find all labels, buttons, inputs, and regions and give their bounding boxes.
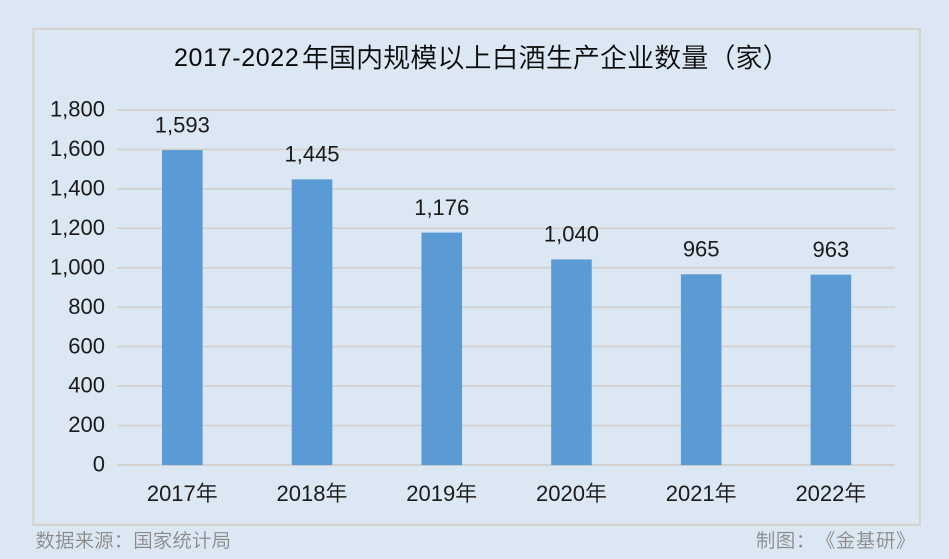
svg-text:1,040: 1,040 <box>544 222 599 247</box>
svg-text:2021: 2021 <box>666 481 715 506</box>
svg-text:2022: 2022 <box>795 481 844 506</box>
svg-text:2018: 2018 <box>277 481 326 506</box>
svg-text:0: 0 <box>93 452 105 477</box>
svg-text:1,200: 1,200 <box>50 215 105 240</box>
svg-text:800: 800 <box>68 294 105 319</box>
svg-text:400: 400 <box>68 373 105 398</box>
svg-text:2020: 2020 <box>536 481 585 506</box>
svg-text:1,176: 1,176 <box>414 195 469 220</box>
svg-text:963: 963 <box>813 237 850 262</box>
svg-text:2019: 2019 <box>406 481 455 506</box>
svg-text:600: 600 <box>68 333 105 358</box>
svg-text:1,593: 1,593 <box>155 112 210 137</box>
svg-text:1,000: 1,000 <box>50 254 105 279</box>
svg-text:2017-2022: 2017-2022 <box>174 44 299 72</box>
svg-text:1,445: 1,445 <box>284 142 339 167</box>
svg-text:1,800: 1,800 <box>50 97 105 122</box>
svg-text:200: 200 <box>68 412 105 437</box>
svg-text:1,600: 1,600 <box>50 136 105 161</box>
svg-text:965: 965 <box>683 236 720 261</box>
svg-text:1,400: 1,400 <box>50 175 105 200</box>
svg-text:2017: 2017 <box>147 481 196 506</box>
